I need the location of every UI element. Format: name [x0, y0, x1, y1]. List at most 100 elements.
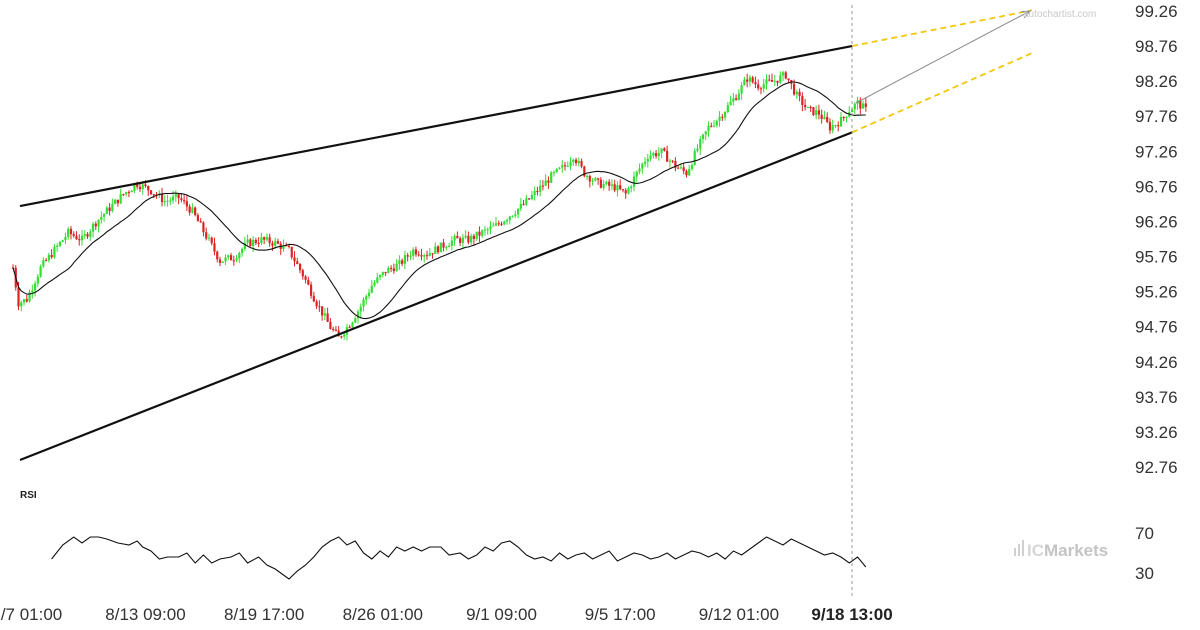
candle: [630, 184, 633, 193]
candle: [817, 104, 821, 120]
candle: [257, 237, 260, 248]
candle: [588, 174, 591, 188]
time-axis: 8/7 01:00 8/13 09:00 8/19 17:00 8/26 01:00 9…: [0, 605, 893, 624]
candle: [511, 215, 514, 218]
candle: [318, 300, 321, 312]
candle: [252, 236, 255, 253]
projection-lower-line: [851, 52, 1033, 134]
candle: [472, 233, 476, 245]
candle: [550, 170, 553, 184]
candle: [47, 252, 50, 263]
price-tick-label: 97.76: [1135, 107, 1178, 126]
candle: [481, 229, 484, 238]
candle: [610, 179, 614, 191]
candle: [149, 189, 153, 196]
candle: [75, 231, 78, 240]
candle: [370, 280, 373, 294]
candle: [263, 236, 266, 245]
candle: [450, 236, 453, 251]
candle: [721, 114, 724, 121]
candle: [696, 144, 699, 153]
candle: [621, 188, 625, 193]
price-tick-label: 92.76: [1135, 458, 1178, 477]
support-trendline: [19, 131, 853, 462]
candle: [235, 255, 238, 263]
candle: [525, 195, 528, 207]
candle: [428, 247, 431, 257]
candle: [605, 180, 608, 186]
candle: [483, 226, 487, 236]
candle: [420, 248, 423, 261]
candle: [503, 220, 506, 226]
candle: [83, 230, 86, 240]
candle: [837, 121, 840, 132]
brand-text: ICMarkets: [1027, 541, 1108, 560]
candle: [119, 188, 122, 205]
candlestick-series: [11, 70, 867, 341]
candle: [666, 145, 669, 162]
candle: [831, 119, 834, 134]
price-axis: 99.26 98.76 98.26 97.76 97.26 96.76 96.26 95.76…: [1135, 2, 1178, 477]
candle: [743, 76, 746, 86]
candle: [456, 231, 459, 239]
candle: [555, 168, 558, 174]
candle: [72, 231, 75, 238]
candle: [790, 79, 793, 90]
candle: [864, 97, 867, 112]
candle: [183, 195, 186, 205]
candle: [712, 120, 716, 128]
candle: [839, 111, 843, 127]
candle: [632, 171, 636, 192]
candle: [552, 170, 556, 177]
candle: [486, 227, 489, 235]
candle: [395, 259, 398, 272]
candle: [701, 133, 705, 144]
candle: [122, 193, 125, 196]
candle: [229, 252, 233, 261]
candle: [425, 250, 429, 260]
candle: [668, 158, 671, 168]
candle: [279, 241, 282, 255]
candle: [373, 279, 376, 288]
candle: [78, 234, 81, 246]
candle: [210, 236, 213, 246]
candle: [478, 226, 481, 242]
candle: [188, 204, 191, 216]
candle: [856, 96, 859, 110]
candle: [677, 166, 680, 169]
candle: [174, 190, 177, 202]
candle: [276, 238, 280, 245]
candle: [304, 275, 307, 284]
candle: [718, 111, 721, 127]
candle: [757, 79, 760, 91]
candle: [740, 82, 743, 100]
candle: [776, 80, 779, 87]
candle: [773, 74, 776, 86]
candle: [25, 294, 28, 303]
candle: [42, 257, 45, 268]
candle: [381, 271, 384, 278]
candle: [671, 160, 674, 164]
time-tick-label: 9/12 01:00: [699, 605, 779, 624]
candle: [130, 189, 133, 193]
price-tick-label: 93.26: [1135, 423, 1178, 442]
candle: [177, 193, 180, 205]
candle: [494, 216, 498, 227]
candle: [191, 203, 194, 214]
candle: [627, 186, 630, 195]
candle: [125, 191, 128, 197]
candle: [114, 198, 117, 205]
candle: [723, 111, 727, 121]
candle: [367, 288, 371, 299]
candle: [61, 239, 64, 243]
price-tick-label: 96.26: [1135, 212, 1178, 231]
candle: [45, 258, 48, 262]
candle: [97, 219, 100, 233]
candle: [22, 298, 26, 306]
candle: [710, 122, 713, 128]
candle: [624, 188, 627, 199]
price-tick-label: 94.26: [1135, 353, 1178, 372]
candle: [674, 157, 677, 172]
candle: [475, 231, 478, 241]
candle: [232, 255, 235, 266]
